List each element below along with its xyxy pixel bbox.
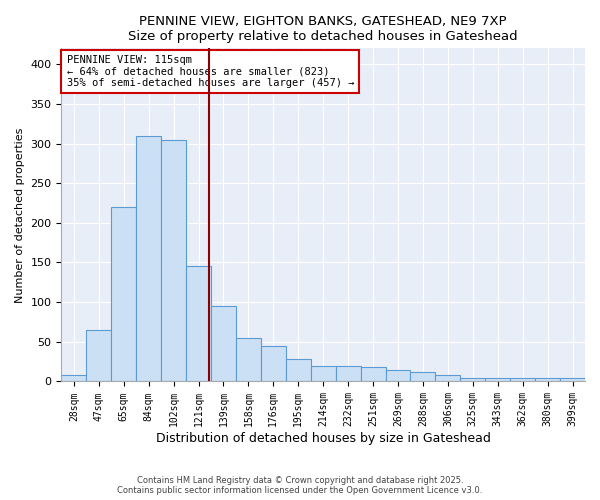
- Bar: [560, 378, 585, 382]
- Bar: [510, 378, 535, 382]
- Bar: [286, 360, 311, 382]
- Title: PENNINE VIEW, EIGHTON BANKS, GATESHEAD, NE9 7XP
Size of property relative to det: PENNINE VIEW, EIGHTON BANKS, GATESHEAD, …: [128, 15, 518, 43]
- Bar: [61, 375, 86, 382]
- Y-axis label: Number of detached properties: Number of detached properties: [15, 127, 25, 302]
- Bar: [386, 370, 410, 382]
- Text: Contains HM Land Registry data © Crown copyright and database right 2025.
Contai: Contains HM Land Registry data © Crown c…: [118, 476, 482, 495]
- Bar: [335, 366, 361, 382]
- Bar: [485, 378, 510, 382]
- Bar: [535, 378, 560, 382]
- Bar: [311, 366, 335, 382]
- Bar: [460, 378, 485, 382]
- Bar: [361, 367, 386, 382]
- Bar: [186, 266, 211, 382]
- X-axis label: Distribution of detached houses by size in Gateshead: Distribution of detached houses by size …: [156, 432, 491, 445]
- Bar: [236, 338, 261, 382]
- Bar: [161, 140, 186, 382]
- Bar: [410, 372, 436, 382]
- Text: PENNINE VIEW: 115sqm
← 64% of detached houses are smaller (823)
35% of semi-deta: PENNINE VIEW: 115sqm ← 64% of detached h…: [67, 55, 354, 88]
- Bar: [136, 136, 161, 382]
- Bar: [436, 375, 460, 382]
- Bar: [211, 306, 236, 382]
- Bar: [261, 346, 286, 382]
- Bar: [111, 207, 136, 382]
- Bar: [86, 330, 111, 382]
